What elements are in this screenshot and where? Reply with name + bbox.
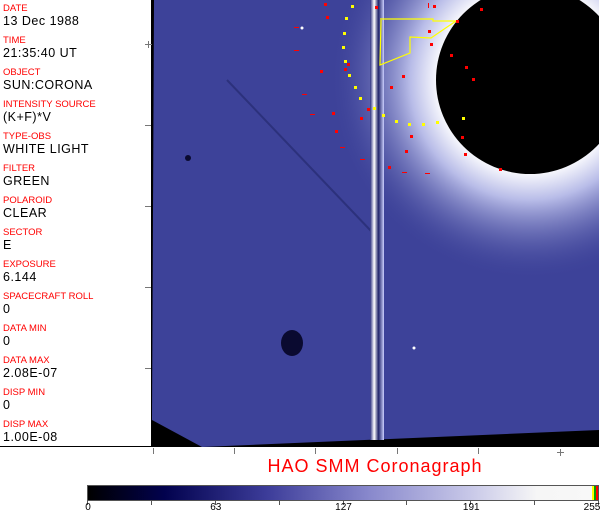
diagonal-pylon-shadow bbox=[226, 79, 373, 233]
axis-tick bbox=[397, 448, 398, 454]
header-field: DATA MAX 2.08E-07 bbox=[3, 355, 58, 380]
colorbar-tick-label: 127 bbox=[335, 502, 352, 513]
axis-tick bbox=[148, 41, 149, 48]
colorbar-tick bbox=[470, 500, 472, 505]
field-label: OBJECT bbox=[3, 67, 41, 78]
header-field: DISP MAX 1.00E-08 bbox=[3, 419, 58, 444]
field-label: SECTOR bbox=[3, 227, 43, 238]
header-field: POLAROID CLEAR bbox=[3, 195, 52, 220]
field-label: DISP MIN bbox=[3, 387, 46, 398]
field-value: 6.144 bbox=[3, 270, 37, 284]
field-label: INTENSITY SOURCE bbox=[3, 99, 96, 110]
occulter-pylon bbox=[370, 0, 384, 440]
coronagraph-image bbox=[152, 0, 599, 447]
colorbar-tick bbox=[278, 500, 280, 505]
field-value: CLEAR bbox=[3, 206, 48, 220]
field-label: DATA MIN bbox=[3, 323, 47, 334]
colorbar-marker-yellow bbox=[592, 486, 594, 500]
field-value: 13 Dec 1988 bbox=[3, 14, 80, 28]
field-label: DATE bbox=[3, 3, 28, 14]
field-value: E bbox=[3, 238, 12, 252]
field-label: EXPOSURE bbox=[3, 259, 56, 270]
occulting-disk bbox=[436, 0, 599, 174]
field-value: GREEN bbox=[3, 174, 50, 188]
colorbar-tick-label: 255 bbox=[583, 502, 600, 513]
overlay-marks bbox=[294, 3, 502, 174]
instrument-title: HAO SMM Coronagraph bbox=[267, 456, 483, 476]
axis-tick bbox=[234, 448, 235, 454]
field-value: 0 bbox=[3, 334, 11, 348]
header-field: TYPE-OBS WHITE LIGHT bbox=[3, 131, 89, 156]
field-label: POLAROID bbox=[3, 195, 53, 206]
colorbar-tick bbox=[534, 500, 536, 505]
field-value: 2.08E-07 bbox=[3, 366, 58, 380]
axis-tick bbox=[145, 368, 151, 369]
axis-tick bbox=[145, 125, 151, 126]
colorbar bbox=[87, 485, 599, 501]
header-field: TIME 21:35:40 UT bbox=[3, 35, 77, 60]
colorbar-tick bbox=[598, 500, 599, 505]
axis-tick bbox=[478, 448, 479, 454]
header-field: INTENSITY SOURCE (K+F)*V bbox=[3, 99, 96, 124]
colorbar-tick bbox=[214, 500, 216, 505]
header-field: EXPOSURE 6.144 bbox=[3, 259, 56, 284]
field-label: SPACECRAFT ROLL bbox=[3, 291, 94, 302]
colorbar-marker-green bbox=[594, 486, 596, 500]
axis-tick bbox=[315, 448, 316, 454]
field-value: 1.00E-08 bbox=[3, 430, 58, 444]
field-value: 0 bbox=[3, 302, 11, 316]
axis-tick bbox=[153, 448, 154, 454]
field-value: 0 bbox=[3, 398, 11, 412]
header-field: OBJECT SUN:CORONA bbox=[3, 67, 93, 92]
colorbar-tick bbox=[150, 500, 152, 505]
colorbar-tick bbox=[406, 500, 408, 505]
field-label: DATA MAX bbox=[3, 355, 50, 366]
axis-tick bbox=[560, 449, 561, 456]
header-field: FILTER GREEN bbox=[3, 163, 50, 188]
header-field: DATE 13 Dec 1988 bbox=[3, 3, 79, 28]
header-field: DATA MIN 0 bbox=[3, 323, 46, 348]
colorbar-tick-label: 191 bbox=[462, 502, 480, 513]
header-field: SPACECRAFT ROLL 0 bbox=[3, 291, 93, 316]
field-label: TIME bbox=[3, 35, 26, 46]
axis-tick bbox=[145, 287, 151, 288]
colorbar-tick-label: 63 bbox=[210, 502, 222, 513]
colorbar-marker-red bbox=[596, 486, 598, 500]
axis-tick bbox=[145, 206, 151, 207]
field-value: WHITE LIGHT bbox=[3, 142, 90, 156]
field-label: FILTER bbox=[3, 163, 36, 174]
header-info-panel: DATE 13 Dec 1988 TIME 21:35:40 UT OBJECT SUN:… bbox=[0, 0, 152, 447]
dark-spot bbox=[281, 330, 303, 356]
field-value: (K+F)*V bbox=[3, 110, 52, 124]
field-label: TYPE-OBS bbox=[3, 131, 52, 142]
overlay-outline bbox=[379, 18, 458, 66]
field-value: 21:35:40 UT bbox=[3, 46, 78, 60]
colorbar-tick bbox=[342, 500, 344, 505]
header-field: SECTOR E bbox=[3, 227, 42, 252]
colorbar-tick-label: 0 bbox=[85, 502, 91, 513]
colorbar-tick bbox=[87, 500, 88, 505]
header-field: DISP MIN 0 bbox=[3, 387, 45, 412]
field-label: DISP MAX bbox=[3, 419, 49, 430]
field-value: SUN:CORONA bbox=[3, 78, 93, 92]
